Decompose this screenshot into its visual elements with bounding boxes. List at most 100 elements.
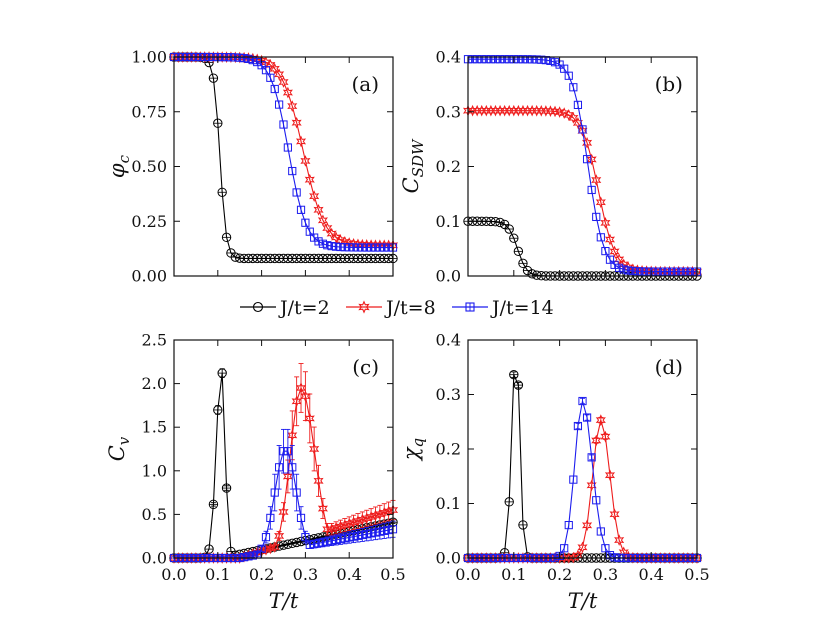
xtick-label: 0.0 [455, 565, 480, 584]
data-point [322, 222, 333, 234]
ytick-label: 0.75 [131, 102, 167, 121]
legend-entry-2: J/t=8 [346, 297, 436, 319]
xtick-label: 0.2 [249, 565, 274, 584]
legend-label-2: J/t=8 [384, 297, 436, 319]
data-point [326, 227, 337, 240]
series-line [468, 400, 697, 559]
data-point [604, 469, 616, 482]
panel-label: (d) [655, 355, 683, 379]
ytick-label: 1.0 [142, 461, 167, 480]
data-point [295, 135, 307, 148]
series-d-2 [462, 414, 703, 564]
ytick-label: 1.5 [142, 418, 167, 437]
series-line [468, 419, 697, 559]
data-point [317, 214, 328, 227]
data-point [568, 112, 579, 124]
legend-marker-star [358, 300, 370, 314]
series-d-3 [463, 396, 702, 563]
panel-d: 0.0 0.1 0.2 0.3 0.4 0.0 0.1 0.2 0.3 0.4 0.5 (d) χq T/… [399, 331, 710, 614]
data-point [278, 76, 289, 88]
data-point [269, 62, 280, 75]
legend-label-3: J/t=14 [490, 297, 554, 319]
data-point [591, 434, 602, 447]
data-point [609, 508, 620, 521]
legend-entry-3: J/t=14 [452, 297, 554, 319]
series-b-3 [463, 55, 702, 276]
panel-a: 0.00 0.25 0.50 0.75 1.00 (a) φc [105, 48, 399, 286]
panel-b: 0.0 0.1 0.2 0.3 0.4 (b) CSDW [399, 48, 703, 286]
data-point [568, 551, 579, 564]
data-point [572, 549, 583, 562]
data-point [609, 245, 620, 258]
ytick-label: 0.50 [131, 157, 167, 176]
ytick-label: 0.4 [436, 48, 461, 67]
x-axis-label: T/t [568, 589, 598, 613]
data-point [614, 534, 625, 546]
panel-label: (a) [351, 72, 379, 96]
legend-entry-1: J/t=2 [240, 297, 330, 319]
ytick-label: 0.2 [436, 440, 461, 459]
data-point [304, 412, 315, 425]
series-c-3 [169, 428, 398, 563]
x-axis-label: T/t [269, 589, 299, 613]
xtick-label: 0.1 [205, 565, 230, 584]
data-point [309, 190, 320, 203]
panel-label: (b) [655, 72, 683, 96]
data-point [563, 552, 574, 564]
data-point [291, 116, 302, 129]
data-point [586, 153, 597, 166]
xtick-label: 0.4 [336, 565, 361, 584]
legend: J/t=2 J/t=8 J/t=14 [240, 297, 554, 319]
data-point [300, 155, 311, 167]
ytick-label: 0.1 [436, 494, 461, 513]
xtick-label: 0.1 [501, 565, 526, 584]
y-axis-label: χq [399, 438, 427, 462]
xtick-label: 0.2 [547, 565, 572, 584]
data-point [278, 506, 289, 518]
ytick-label: 0.0 [436, 267, 461, 286]
data-point [265, 59, 276, 71]
data-point [577, 541, 588, 554]
data-point [582, 519, 593, 532]
data-point [274, 530, 285, 542]
panel-label: (c) [352, 355, 379, 379]
data-point [604, 233, 616, 246]
data-point [582, 136, 593, 149]
y-axis-label: φc [105, 154, 133, 178]
data-point [274, 68, 285, 81]
ytick-label: 0.5 [142, 505, 167, 524]
data-point [317, 502, 328, 515]
ytick-label: 0.2 [436, 157, 461, 176]
data-point [600, 217, 611, 229]
ytick-label: 0.25 [131, 212, 167, 231]
xtick-label: 0.0 [161, 565, 186, 584]
ytick-label: 0.0 [436, 549, 461, 568]
xtick-label: 0.5 [380, 565, 405, 584]
legend-label-1: J/t=2 [278, 297, 330, 319]
data-point [269, 541, 280, 553]
ytick-label: 0.3 [436, 102, 461, 121]
data-point [309, 443, 320, 455]
xtick-label: 0.3 [293, 565, 318, 584]
panel-c: 0.0 0.5 1.0 1.5 2.0 2.5 0.0 0.1 0.2 0.3 0.4 0.5 (c) C… [105, 331, 406, 614]
ytick-label: 0.4 [436, 331, 461, 350]
data-point [563, 109, 574, 121]
data-point [586, 479, 597, 492]
data-point [313, 474, 324, 487]
ytick-label: 2.0 [142, 374, 167, 393]
y-axis-label: Cv [105, 436, 133, 461]
y-axis-label: CSDW [399, 138, 427, 193]
data-point [304, 173, 315, 186]
data-point [595, 414, 606, 426]
xtick-label: 0.5 [684, 565, 709, 584]
data-point [591, 174, 602, 186]
data-point [282, 86, 293, 99]
axes-frame [173, 339, 394, 559]
data-point [600, 430, 611, 443]
ytick-label: 2.5 [142, 331, 167, 350]
ytick-label: 1.00 [131, 48, 167, 67]
ytick-label: 0.00 [131, 267, 167, 286]
ytick-label: 0.3 [436, 385, 461, 404]
data-point [572, 117, 583, 129]
